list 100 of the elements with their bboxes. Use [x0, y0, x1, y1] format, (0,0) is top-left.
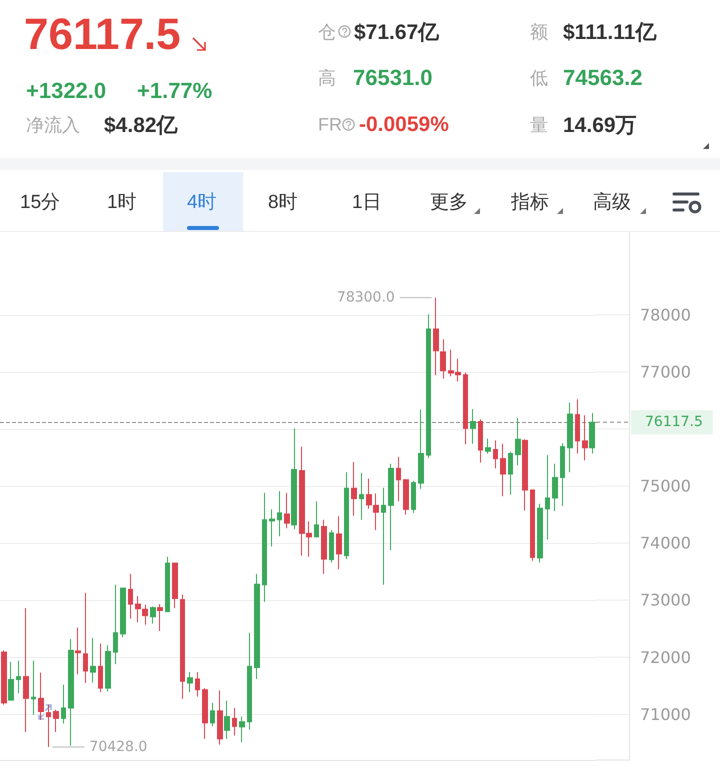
candlestick	[165, 556, 170, 612]
candlestick	[239, 716, 245, 743]
y-tick-label: 75000	[640, 476, 691, 496]
candlestick	[269, 508, 275, 548]
text: $4.82亿	[104, 113, 178, 139]
y-tick-label: 78000	[640, 305, 691, 324]
candlestick	[388, 463, 394, 550]
annotation: 70428.0	[89, 738, 148, 755]
candlestick	[98, 643, 103, 693]
text: $111.11亿	[563, 20, 656, 46]
candlestick	[493, 440, 498, 469]
y-tick-label: 71000	[640, 704, 691, 724]
text: 8时	[268, 191, 298, 215]
text: 14.69万	[563, 113, 637, 139]
candlestick	[344, 472, 349, 560]
ref-line-label: 76117.5	[645, 414, 703, 430]
text: 仓	[318, 21, 336, 44]
candlestick	[403, 478, 409, 516]
text: 量	[530, 114, 548, 137]
candlestick	[254, 573, 260, 680]
candlestick	[537, 503, 543, 563]
y-tick-label: 72000	[640, 648, 691, 667]
text: +1.77%	[137, 78, 212, 104]
candlestick	[567, 402, 573, 473]
candlestick	[142, 604, 148, 626]
candlestick	[291, 428, 297, 530]
candlestick	[75, 627, 81, 675]
y-tick-label: 74000	[640, 534, 691, 553]
candlestick	[426, 314, 431, 459]
text: 更多	[430, 191, 468, 215]
candlestick	[359, 472, 364, 520]
candlestick	[589, 412, 595, 454]
text: 高级	[593, 191, 631, 215]
text: 1日	[352, 191, 382, 215]
candlestick	[120, 587, 126, 638]
candlestick	[515, 418, 521, 466]
candlestick	[135, 596, 141, 623]
candlestick	[113, 584, 118, 665]
candlestick	[217, 690, 223, 746]
candlestick	[470, 408, 476, 444]
candlestick	[31, 660, 36, 716]
candlestick	[61, 684, 66, 724]
candlestick	[545, 454, 550, 540]
text: -0.0059%	[359, 113, 449, 137]
annotation: 78300.0	[336, 290, 395, 306]
candlestick	[440, 338, 446, 380]
text: 76531.0	[353, 65, 433, 91]
candlestick	[500, 443, 506, 497]
candlestick	[522, 438, 528, 512]
candlestick	[46, 704, 51, 748]
candlestick	[23, 608, 29, 733]
candlestick	[180, 594, 185, 700]
candlestick	[336, 516, 342, 570]
candlestick	[575, 398, 580, 454]
candlestick	[150, 606, 156, 624]
text: 76117.5	[24, 10, 181, 60]
candlestick	[38, 672, 44, 721]
candlestick	[157, 604, 163, 632]
candlestick	[105, 644, 111, 692]
y-tick-label: 77000	[640, 362, 691, 382]
candlestick	[128, 573, 133, 619]
candlestick	[262, 492, 267, 602]
candlestick	[530, 490, 535, 562]
text: 4时	[187, 191, 217, 215]
text: 74563.2	[563, 65, 643, 91]
candlestick	[210, 702, 215, 727]
text: 高	[318, 67, 336, 90]
candlestick	[202, 688, 208, 740]
candlestick	[247, 632, 252, 730]
text: 低	[530, 67, 548, 90]
candlestick	[485, 438, 491, 454]
candlestick	[224, 700, 230, 740]
text: 1时	[107, 191, 137, 215]
text: 净流入	[26, 114, 80, 137]
candlestick	[433, 297, 439, 376]
candlestick	[418, 409, 424, 490]
candlestick	[187, 672, 193, 693]
candlestick	[381, 487, 386, 586]
candlestick	[83, 592, 88, 684]
candlestick	[195, 672, 200, 698]
text: $71.67亿	[354, 20, 440, 46]
candlestick	[351, 462, 357, 516]
candlestick	[90, 637, 96, 683]
text: +1322.0	[26, 78, 106, 104]
text: FR	[318, 114, 342, 136]
text: 额	[530, 21, 548, 44]
candlestick	[1, 650, 7, 706]
candlestick	[552, 463, 558, 512]
candlestick	[277, 490, 282, 537]
candlestick	[53, 709, 59, 733]
candlestick	[508, 451, 513, 496]
candlestick	[232, 708, 237, 736]
candlestick	[478, 418, 483, 464]
candlestick	[321, 519, 327, 574]
candlestick	[314, 500, 319, 538]
candlestick	[329, 529, 334, 563]
candlestick	[582, 414, 588, 461]
text: 指标	[511, 191, 549, 215]
candlestick	[68, 638, 74, 746]
candlestick	[284, 492, 290, 529]
